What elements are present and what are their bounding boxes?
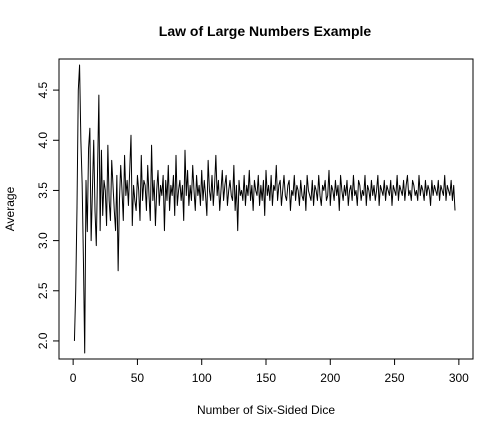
x-tick-label: 200 (320, 371, 340, 385)
x-tick-label: 50 (131, 371, 145, 385)
y-tick-label: 3.5 (36, 182, 50, 199)
y-axis-label: Average (3, 186, 17, 231)
y-tick-label: 3.0 (36, 232, 50, 249)
y-tick-label: 2.0 (36, 332, 50, 349)
x-axis: 0 50 100 150 200 250 300 (70, 358, 469, 385)
series-layer (73, 64, 456, 354)
chart-title: Law of Large Numbers Example (159, 23, 372, 39)
x-tick-label: 100 (192, 371, 212, 385)
x-tick-label: 300 (449, 371, 469, 385)
y-tick-label: 2.5 (36, 282, 50, 299)
series-line (73, 64, 456, 354)
y-tick-label: 4.0 (36, 132, 50, 149)
x-tick-label: 250 (385, 371, 405, 385)
y-tick-label: 4.5 (36, 81, 50, 98)
plot-frame (58, 58, 474, 360)
y-axis: 2.0 2.5 3.0 3.5 4.0 4.5 (36, 81, 60, 349)
x-tick-label: 150 (256, 371, 276, 385)
x-axis-label: Number of Six-Sided Dice (197, 403, 335, 417)
x-tick-label: 0 (70, 371, 77, 385)
